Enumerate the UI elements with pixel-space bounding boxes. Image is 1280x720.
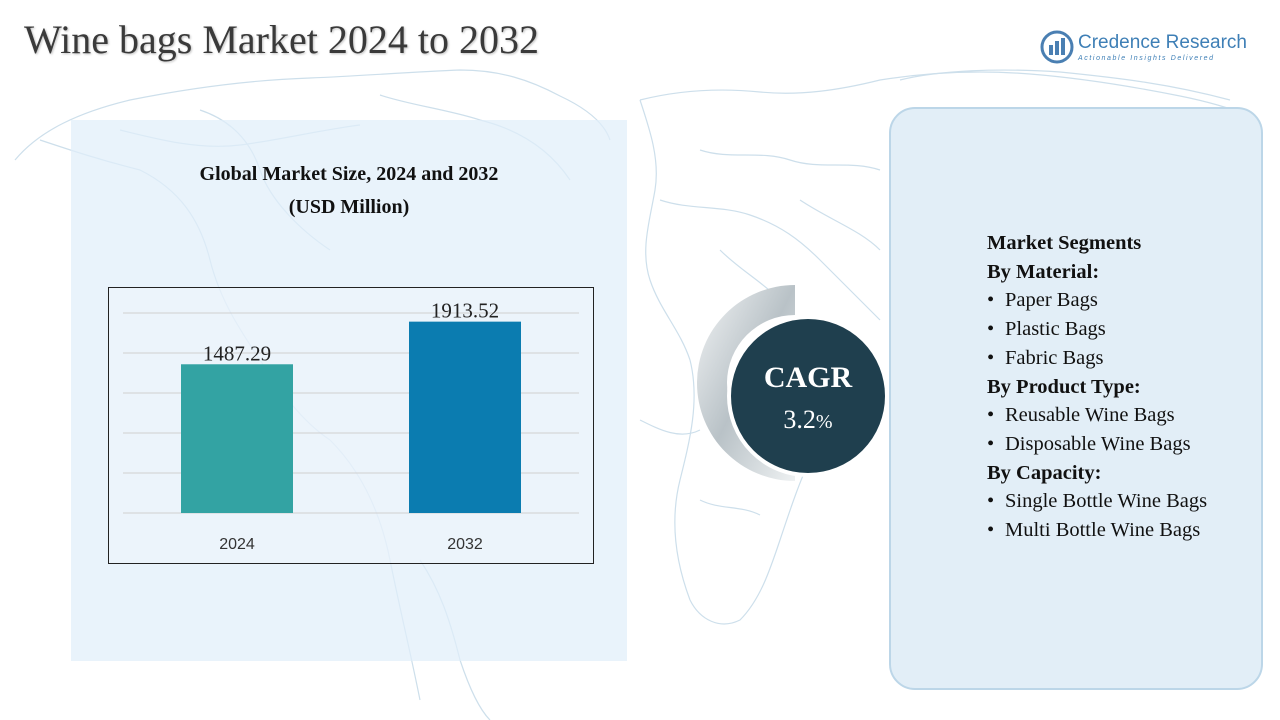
segment-item-label: Reusable Wine Bags: [1005, 404, 1175, 427]
page-title: Wine bags Market 2024 to 2032: [24, 17, 539, 62]
bullet-icon: •: [987, 346, 995, 369]
chart-title: Global Market Size, 2024 and 2032 (USD M…: [71, 158, 627, 224]
cagr-unit: %: [815, 411, 833, 433]
segment-item: • Paper Bags: [987, 286, 1262, 315]
brand-logo-group: Credence Research Actionable Insights De…: [1040, 30, 1270, 70]
bar-value-label: 1487.29: [203, 341, 271, 365]
segment-item-label: Disposable Wine Bags: [1005, 432, 1191, 455]
segment-item-label: Plastic Bags: [1005, 318, 1106, 341]
bar-chart: 1487.29 2024 1913.52 2032: [123, 299, 579, 553]
chart-title-line2: (USD Million): [288, 196, 410, 218]
market-size-panel: Global Market Size, 2024 and 2032 (USD M…: [71, 120, 627, 661]
segments-list: Market Segments By Material: • Paper Bags • P…: [987, 229, 1262, 545]
bullet-icon: •: [987, 289, 995, 312]
segment-item-label: Multi Bottle Wine Bags: [1005, 519, 1201, 542]
segments-panel: Market Segments By Material: • Paper Bags • P…: [889, 107, 1263, 690]
segment-item: • Reusable Wine Bags: [987, 401, 1262, 430]
segment-item-label: Paper Bags: [1005, 289, 1098, 312]
bar-2032: [409, 321, 521, 513]
bullet-icon: •: [987, 318, 995, 341]
bullet-icon: •: [987, 519, 995, 542]
segments-heading: Market Segments: [987, 232, 1142, 254]
brand-name: Credence Research: [1078, 32, 1247, 53]
segment-item-label: Fabric Bags: [1005, 346, 1104, 369]
bar-value-label: 1913.52: [431, 299, 499, 323]
segment-item: • Fabric Bags: [987, 344, 1262, 373]
cagr-number: 3.2: [783, 405, 816, 434]
bar-2024: [181, 364, 293, 513]
cagr-value: 3.2%: [731, 405, 885, 435]
cagr-label: CAGR: [763, 361, 853, 394]
credence-logo-icon: [1040, 30, 1074, 64]
segment-item-label: Single Bottle Wine Bags: [1005, 490, 1208, 513]
segment-item: • Plastic Bags: [987, 315, 1262, 344]
chart-frame: 1487.29 2024 1913.52 2032: [108, 287, 594, 564]
cagr-badge: CAGR 3.2%: [727, 315, 889, 477]
segment-group-title: By Product Type:: [987, 375, 1141, 398]
bullet-icon: •: [987, 490, 995, 513]
brand-tagline: Actionable Insights Delivered: [1078, 55, 1215, 62]
cagr-ring-decoration: [697, 285, 795, 481]
segment-item: • Multi Bottle Wine Bags: [987, 516, 1262, 545]
segment-group-title: By Material:: [987, 260, 1100, 283]
x-tick-label: 2024: [219, 536, 255, 553]
bullet-icon: •: [987, 432, 995, 455]
segment-group-title: By Capacity:: [987, 461, 1102, 484]
chart-title-line1: Global Market Size, 2024 and 2032: [199, 163, 499, 185]
segment-item: • Disposable Wine Bags: [987, 430, 1262, 459]
segment-item: • Single Bottle Wine Bags: [987, 487, 1262, 516]
bullet-icon: •: [987, 404, 995, 427]
x-tick-label: 2032: [447, 536, 483, 553]
